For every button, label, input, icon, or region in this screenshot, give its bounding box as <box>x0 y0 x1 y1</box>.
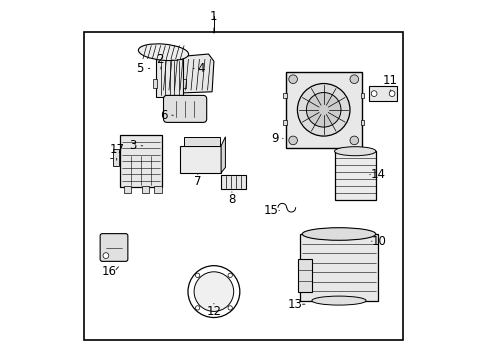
Bar <box>153 79 157 88</box>
Text: 11: 11 <box>382 75 397 87</box>
Bar <box>283 120 286 125</box>
Circle shape <box>103 253 108 258</box>
Text: 9: 9 <box>271 132 278 145</box>
Bar <box>156 59 183 97</box>
FancyBboxPatch shape <box>100 234 127 261</box>
Circle shape <box>297 84 349 136</box>
Text: 6: 6 <box>160 109 167 122</box>
Text: 14: 14 <box>369 168 385 181</box>
Text: 15: 15 <box>264 204 278 217</box>
Circle shape <box>194 272 233 311</box>
Text: 4: 4 <box>197 62 204 75</box>
Circle shape <box>349 136 358 145</box>
Circle shape <box>370 91 376 96</box>
Bar <box>113 149 119 166</box>
Bar <box>360 120 364 125</box>
Text: 3: 3 <box>129 139 136 152</box>
Circle shape <box>195 306 200 310</box>
Polygon shape <box>162 54 213 94</box>
Circle shape <box>195 273 200 278</box>
Bar <box>285 72 361 148</box>
Text: 8: 8 <box>228 193 235 206</box>
Text: 5: 5 <box>136 62 143 75</box>
Bar <box>142 186 149 193</box>
Bar <box>182 79 186 88</box>
Circle shape <box>306 93 340 127</box>
Bar <box>283 93 286 99</box>
Text: 13: 13 <box>287 298 302 311</box>
Bar <box>360 93 364 99</box>
Circle shape <box>227 306 232 310</box>
Bar <box>221 175 246 189</box>
Bar <box>84 32 402 340</box>
Text: 17: 17 <box>109 143 124 156</box>
Bar <box>120 135 162 187</box>
Text: 7: 7 <box>194 175 201 188</box>
Text: 2: 2 <box>156 53 163 66</box>
FancyBboxPatch shape <box>163 95 206 122</box>
Bar <box>300 234 377 301</box>
Bar <box>154 186 162 193</box>
Ellipse shape <box>311 296 366 305</box>
Circle shape <box>288 75 297 84</box>
Ellipse shape <box>334 147 375 156</box>
Bar <box>183 137 220 146</box>
Circle shape <box>349 75 358 84</box>
Circle shape <box>388 91 394 96</box>
Text: 1: 1 <box>210 10 217 23</box>
Circle shape <box>288 136 297 145</box>
Bar <box>334 151 375 200</box>
Bar <box>297 259 311 292</box>
Text: 12: 12 <box>206 305 221 318</box>
Bar <box>368 86 397 101</box>
Circle shape <box>227 273 232 278</box>
Text: 10: 10 <box>371 235 386 248</box>
Bar <box>179 146 221 173</box>
Ellipse shape <box>302 228 375 240</box>
Text: 16: 16 <box>102 265 117 278</box>
Ellipse shape <box>138 44 188 60</box>
Polygon shape <box>221 137 225 173</box>
Bar <box>123 186 131 193</box>
